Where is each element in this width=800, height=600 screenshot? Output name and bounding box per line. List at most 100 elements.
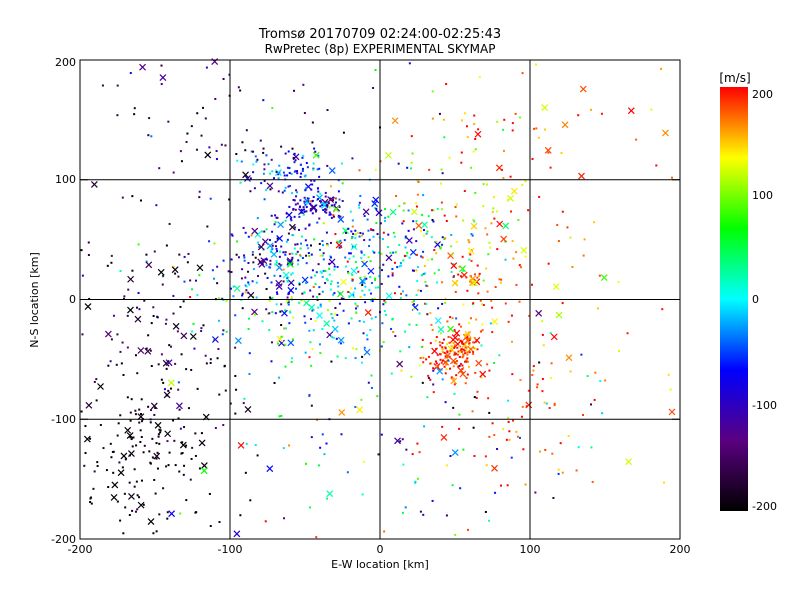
data-point [240, 160, 243, 163]
data-point [514, 112, 517, 115]
data-point [290, 219, 293, 222]
data-point [301, 256, 304, 259]
data-point [575, 469, 578, 472]
data-point [294, 226, 297, 229]
data-point [293, 247, 296, 250]
data-point [473, 396, 476, 399]
data-point [297, 259, 300, 262]
data-point [326, 164, 329, 167]
data-point [160, 378, 163, 381]
data-point-x [544, 146, 552, 154]
data-point [415, 253, 418, 256]
data-point [117, 422, 120, 425]
data-point-x [331, 325, 339, 333]
data-point [298, 281, 301, 284]
data-point [322, 201, 325, 204]
data-point [466, 336, 469, 339]
data-point [286, 174, 289, 177]
data-point [370, 374, 373, 377]
data-point [466, 289, 469, 292]
data-point [208, 492, 211, 495]
data-point [352, 347, 355, 350]
data-point [472, 352, 475, 355]
data-point [145, 347, 148, 350]
data-point [271, 296, 274, 299]
data-point [301, 156, 304, 159]
data-point [235, 253, 238, 256]
data-point [552, 496, 555, 499]
data-point [459, 362, 462, 365]
data-point [387, 233, 390, 236]
data-point [160, 64, 163, 67]
data-point-x [451, 334, 459, 342]
data-point [427, 355, 430, 358]
data-point [213, 242, 216, 245]
data-point [473, 337, 476, 340]
data-point [319, 248, 322, 251]
data-point [292, 198, 295, 201]
data-point-x [287, 339, 295, 347]
data-point [520, 415, 523, 418]
data-point-x [172, 322, 180, 330]
data-point [312, 162, 315, 165]
data-point [377, 453, 380, 456]
data-point [234, 314, 237, 317]
data-point [129, 72, 132, 75]
data-point [343, 239, 346, 242]
data-point [335, 337, 338, 340]
data-point [279, 264, 282, 267]
data-point [517, 219, 520, 222]
data-point [309, 200, 312, 203]
data-point [402, 220, 405, 223]
data-point [344, 357, 347, 360]
data-point [262, 172, 265, 175]
data-point [358, 201, 361, 204]
data-point [462, 354, 465, 357]
data-point [485, 267, 488, 270]
data-point [590, 108, 593, 111]
data-point [252, 171, 255, 174]
data-point-x [450, 262, 458, 270]
data-point [354, 357, 357, 360]
data-point [316, 296, 319, 299]
data-point [186, 261, 189, 264]
data-point [325, 244, 328, 247]
data-point [305, 210, 308, 213]
data-point [465, 360, 468, 363]
data-point [324, 208, 327, 211]
data-point [316, 221, 319, 224]
data-point [348, 295, 351, 298]
data-point [464, 112, 467, 115]
data-point [550, 362, 553, 365]
data-point [311, 309, 314, 312]
data-point [254, 444, 257, 447]
data-point-x [234, 337, 242, 345]
data-point [300, 242, 303, 245]
data-point [338, 302, 341, 305]
data-point [284, 253, 287, 256]
data-point-x [367, 267, 375, 275]
data-point [557, 240, 560, 243]
data-point [491, 331, 494, 334]
data-point [328, 213, 331, 216]
data-point [333, 319, 336, 322]
data-point [274, 312, 277, 315]
x-tick-label: 0 [377, 543, 384, 556]
data-point [151, 437, 154, 440]
data-point [308, 254, 311, 257]
data-point [541, 320, 544, 323]
data-point-x [391, 117, 399, 125]
data-point [279, 275, 282, 278]
data-point [278, 376, 281, 379]
data-point [488, 369, 491, 372]
data-point-x [405, 236, 413, 244]
data-point [124, 458, 127, 461]
data-point [359, 295, 362, 298]
data-point-x [145, 261, 153, 269]
data-point [399, 440, 402, 443]
colorbar-tick-label: -200 [752, 500, 777, 513]
data-point [158, 442, 161, 445]
data-point [174, 272, 177, 275]
x-axis-label: E-W location [km] [331, 558, 429, 571]
data-point [382, 263, 385, 266]
